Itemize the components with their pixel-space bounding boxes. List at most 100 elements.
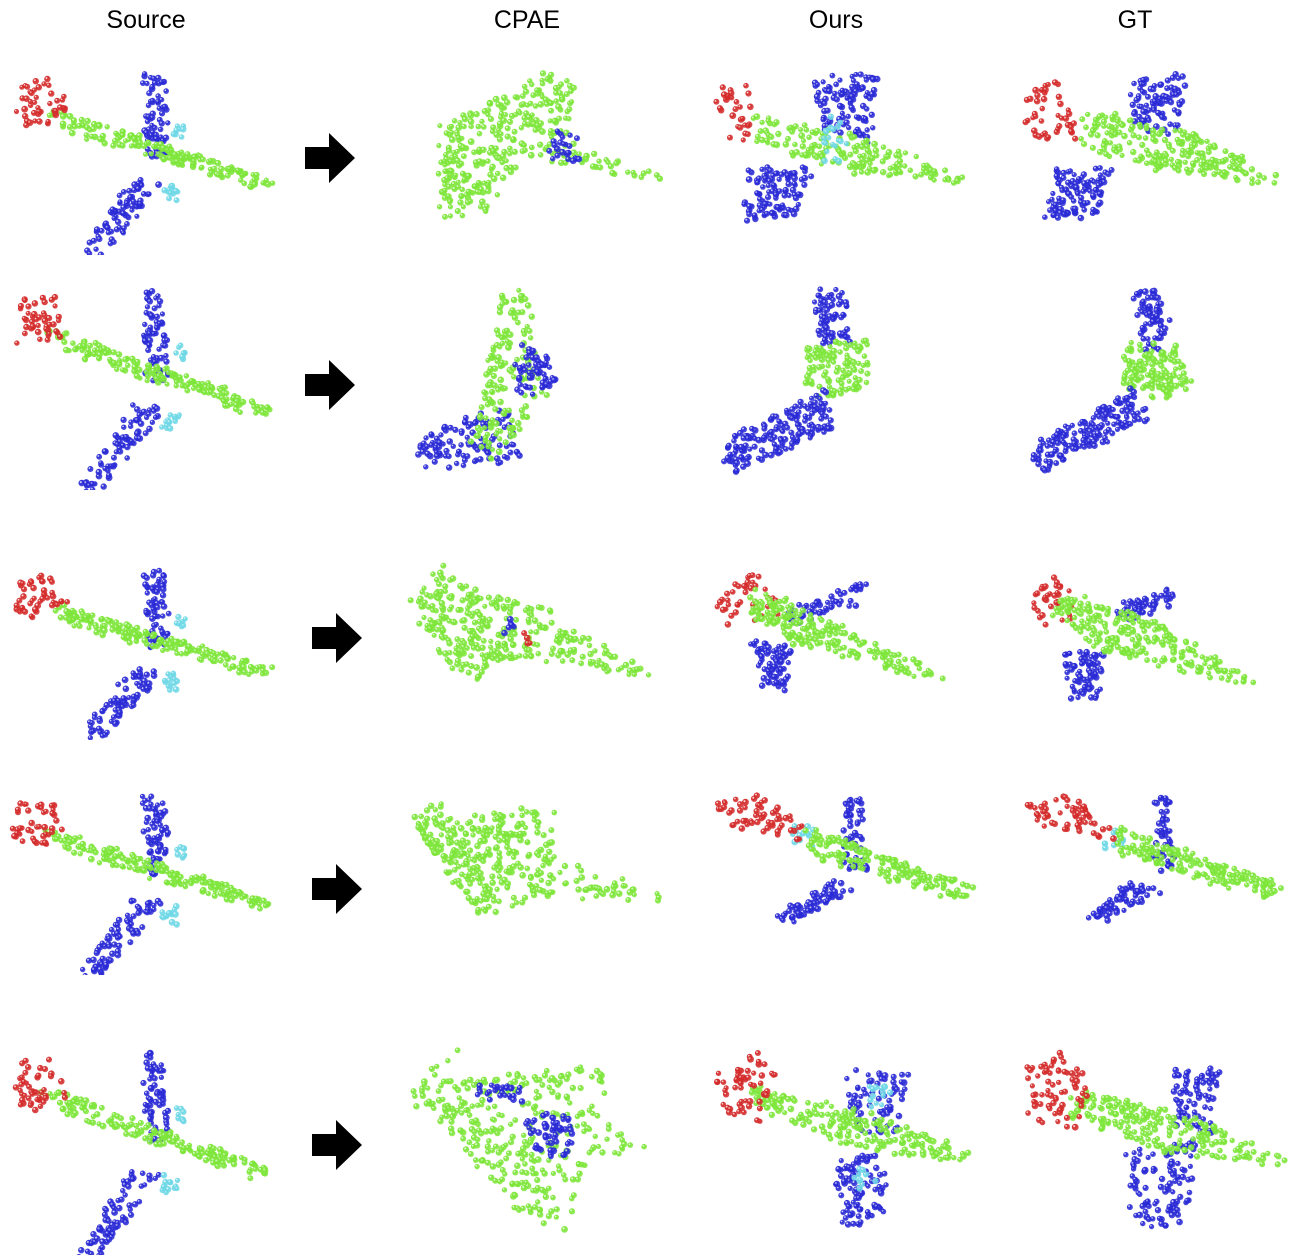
wing-point xyxy=(156,567,163,574)
fuselage-point xyxy=(215,651,221,657)
fuselage-point xyxy=(224,402,231,409)
fuselage-point xyxy=(615,667,622,673)
fuselage-point xyxy=(757,128,764,135)
wing-point xyxy=(1157,300,1165,307)
wing-point xyxy=(143,289,150,296)
fuselage-point xyxy=(1144,372,1151,378)
fuselage-point xyxy=(57,614,65,621)
fuselage-point xyxy=(827,344,833,350)
fuselage-point xyxy=(448,168,455,174)
wing-point xyxy=(565,149,572,156)
fuselage-point xyxy=(439,627,447,634)
wing-point xyxy=(802,403,808,409)
wing-point xyxy=(1163,598,1170,604)
wing-point xyxy=(857,131,864,139)
fuselage-point xyxy=(66,113,74,120)
wing-point xyxy=(1125,401,1132,408)
wing-point xyxy=(1146,107,1152,113)
wing-point xyxy=(1086,659,1094,667)
wing-point xyxy=(821,314,828,321)
wing-point xyxy=(783,211,790,219)
wing-point xyxy=(766,177,773,184)
fuselage-point xyxy=(148,151,154,157)
fuselage-point xyxy=(497,383,504,390)
wing-point xyxy=(155,93,161,99)
fuselage-point xyxy=(1212,654,1219,661)
fuselage-point xyxy=(246,898,253,905)
engine-point xyxy=(171,680,178,687)
fuselage-point xyxy=(418,603,425,610)
source-point-cloud-row-1 xyxy=(8,65,278,255)
fuselage-point xyxy=(113,845,120,852)
fuselage-point xyxy=(436,581,443,588)
wing-point xyxy=(446,464,453,471)
wing-point xyxy=(1060,169,1067,177)
wing-point xyxy=(130,930,137,937)
fuselage-point xyxy=(1138,649,1144,655)
wing-point xyxy=(826,407,833,413)
wing-point xyxy=(423,443,430,450)
fuselage-point xyxy=(1255,179,1262,186)
wing-point xyxy=(846,124,852,131)
wing-point xyxy=(130,402,136,408)
fuselage-point xyxy=(789,149,795,156)
fuselage-point xyxy=(447,650,453,656)
wing-point xyxy=(113,449,120,455)
wing-point xyxy=(1153,307,1161,314)
fuselage-point xyxy=(1173,352,1179,359)
fuselage-point xyxy=(1145,623,1152,629)
fuselage-point xyxy=(113,619,120,625)
fuselage-point xyxy=(407,597,414,604)
wing-point xyxy=(837,77,843,83)
fuselage-point xyxy=(502,112,509,118)
fuselage-point xyxy=(522,296,529,303)
wing-point xyxy=(152,596,158,602)
wing-point xyxy=(106,935,113,942)
tail-point xyxy=(24,83,31,90)
fuselage-point xyxy=(196,386,203,393)
fuselage-point xyxy=(513,111,519,118)
wing-point xyxy=(823,400,829,406)
fuselage-point xyxy=(522,147,528,153)
wing-point xyxy=(554,128,561,134)
wing-point xyxy=(144,80,150,87)
fuselage-point xyxy=(847,342,854,348)
fuselage-point xyxy=(1116,129,1123,136)
wing-point xyxy=(93,226,101,233)
fuselage-point xyxy=(510,296,518,304)
wing-point xyxy=(104,224,111,231)
wing-point xyxy=(519,342,526,349)
fuselage-point xyxy=(1150,136,1157,143)
wing-point xyxy=(153,621,159,628)
fuselage-point xyxy=(500,603,507,610)
fuselage-point xyxy=(524,102,530,108)
source-point-cloud-row-3 xyxy=(8,560,278,740)
wing-point xyxy=(526,349,533,356)
wing-point xyxy=(1062,661,1070,668)
fuselage-point xyxy=(525,113,533,121)
gt-point-cloud-row-2 xyxy=(1020,280,1290,490)
wing-point xyxy=(785,206,792,213)
wing-point xyxy=(1142,405,1149,412)
tail-point xyxy=(1059,617,1065,623)
fuselage-point xyxy=(490,372,497,380)
fuselage-point xyxy=(913,153,919,160)
fuselage-point xyxy=(481,108,489,115)
fuselage-point xyxy=(1112,110,1119,118)
fuselage-point xyxy=(494,358,501,365)
fuselage-point xyxy=(1176,663,1182,669)
wing-point xyxy=(1172,85,1179,92)
fuselage-point xyxy=(168,879,175,886)
fuselage-point xyxy=(1124,346,1131,354)
fuselage-point xyxy=(851,170,858,177)
wing-point xyxy=(1090,192,1097,199)
fuselage-point xyxy=(576,151,582,157)
wing-point xyxy=(773,445,780,452)
wing-point xyxy=(153,135,160,142)
fuselage-point xyxy=(1170,649,1178,656)
fuselage-point xyxy=(1166,144,1173,150)
fuselage-point xyxy=(810,364,817,371)
fuselage-point xyxy=(1093,612,1100,618)
tail-point xyxy=(52,303,58,309)
wing-point xyxy=(505,624,512,631)
